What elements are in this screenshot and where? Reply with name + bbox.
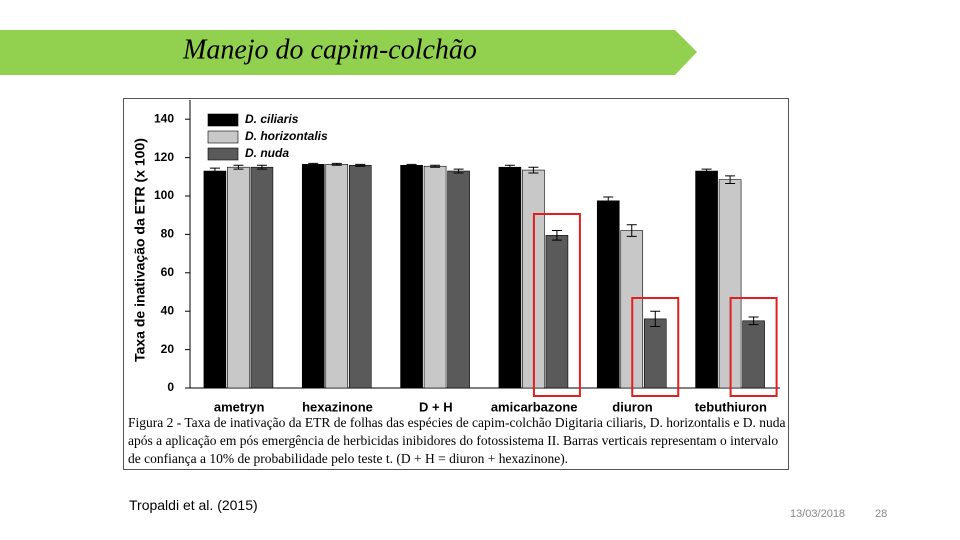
bar bbox=[227, 166, 250, 389]
error-bar bbox=[233, 164, 244, 170]
bar bbox=[643, 318, 667, 389]
y-tick-label: 40 bbox=[161, 303, 175, 317]
error-bar bbox=[308, 162, 319, 166]
y-axis-label: Taxa de inativação da ETR (x 100) bbox=[132, 138, 148, 362]
error-bar bbox=[528, 166, 539, 174]
bar bbox=[400, 164, 423, 389]
chart: Taxa de inativação da ETR (x 100) 0 20 40 6… bbox=[132, 100, 780, 414]
x-tick-label: ametryn bbox=[214, 399, 265, 414]
x-tick-label: hexazinone bbox=[302, 399, 373, 414]
bar bbox=[545, 235, 569, 389]
legend-swatch bbox=[207, 147, 239, 161]
error-bar bbox=[551, 230, 562, 241]
highlight-box bbox=[532, 213, 581, 397]
y-tick-label: 80 bbox=[161, 227, 175, 241]
bar bbox=[498, 166, 522, 389]
highlight-box bbox=[729, 297, 778, 397]
citation: Tropaldi et al. (2015) bbox=[129, 497, 258, 513]
bar bbox=[742, 320, 765, 389]
legend-label: D. ciliaris bbox=[245, 112, 299, 126]
error-bar bbox=[256, 164, 267, 170]
error-bar bbox=[331, 162, 342, 166]
y-tick-label: 100 bbox=[154, 188, 174, 202]
date: 13/03/2018 bbox=[790, 508, 846, 520]
error-bar bbox=[406, 163, 417, 167]
bar bbox=[301, 164, 325, 389]
x-tick-label: tebuthiuron bbox=[695, 399, 767, 414]
figure-frame bbox=[123, 98, 789, 470]
bar bbox=[596, 200, 620, 389]
x-tick-label: diuron bbox=[612, 399, 652, 414]
legend-label: D. horizontalis bbox=[245, 129, 328, 143]
error-bar bbox=[355, 163, 366, 167]
slide-title: Manejo do capim-colchão bbox=[182, 34, 477, 65]
y-tick-label: 140 bbox=[154, 111, 174, 125]
error-bar bbox=[453, 168, 464, 174]
y-tick-label: 20 bbox=[161, 342, 175, 356]
bar bbox=[250, 166, 274, 389]
error-bar bbox=[430, 164, 441, 168]
bar bbox=[348, 164, 372, 389]
banner-shape bbox=[0, 30, 697, 75]
error-bar bbox=[626, 224, 637, 237]
bar bbox=[423, 165, 447, 389]
error-bar bbox=[603, 196, 614, 206]
page-number: 28 bbox=[875, 508, 888, 520]
y-tick-label: 0 bbox=[167, 380, 174, 394]
legend-swatch bbox=[207, 113, 239, 127]
bar bbox=[447, 170, 470, 389]
x-tick-label: amicarbazone bbox=[491, 399, 578, 414]
highlight-box bbox=[631, 297, 680, 397]
error-bar bbox=[209, 167, 220, 175]
title-banner: Manejo do capim-colchão bbox=[0, 30, 697, 75]
figure-caption: Figura 2 - Taxa de inativação da ETR de … bbox=[128, 415, 786, 466]
error-bar bbox=[748, 316, 759, 326]
legend-label: D. nuda bbox=[245, 146, 289, 160]
x-tick-label: D + H bbox=[419, 399, 453, 414]
bar bbox=[203, 170, 227, 389]
bar bbox=[325, 164, 349, 389]
y-tick-label: 60 bbox=[161, 265, 175, 279]
legend-swatch bbox=[207, 130, 239, 144]
error-bar bbox=[701, 168, 712, 174]
error-bar bbox=[650, 310, 661, 328]
error-bar bbox=[725, 175, 736, 185]
error-bar bbox=[504, 164, 515, 170]
bar bbox=[695, 170, 718, 389]
y-tick-label: 120 bbox=[154, 150, 174, 164]
